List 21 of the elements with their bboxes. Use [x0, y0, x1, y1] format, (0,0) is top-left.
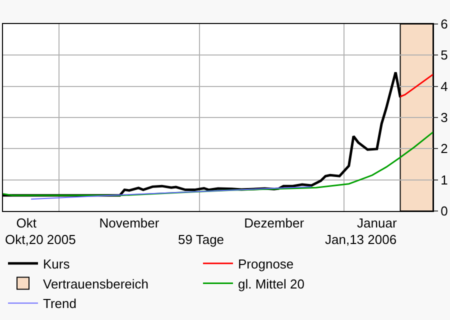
legend-label: Vertrauensbereich [43, 276, 149, 292]
text: Jan,13 2006 [325, 232, 397, 247]
line-series [30, 186, 312, 200]
legend-label: Trend [43, 296, 76, 312]
legend-label: gl. Mittel 20 [238, 276, 304, 292]
legend-label: Prognose [238, 256, 294, 272]
y-tick-label: 1 [440, 172, 448, 188]
legend-label: Kurs [43, 256, 70, 272]
y-tick-label: 5 [440, 48, 448, 63]
y-tick-label: 6 [440, 16, 448, 32]
x-tick-label: Okt [16, 216, 37, 231]
x-tick-label: Januar [357, 216, 398, 231]
y-tick-label: 0 [440, 204, 448, 219]
x-tick-label: Dezember [244, 216, 305, 231]
y-tick-label: 4 [440, 78, 448, 94]
y-tick-label: 3 [440, 110, 448, 126]
text: 59 Tage [178, 232, 224, 247]
text: Okt,20 2005 [5, 232, 76, 247]
x-tick-label: November [99, 216, 160, 231]
y-tick-label: 2 [440, 141, 448, 156]
line-series [3, 131, 433, 196]
